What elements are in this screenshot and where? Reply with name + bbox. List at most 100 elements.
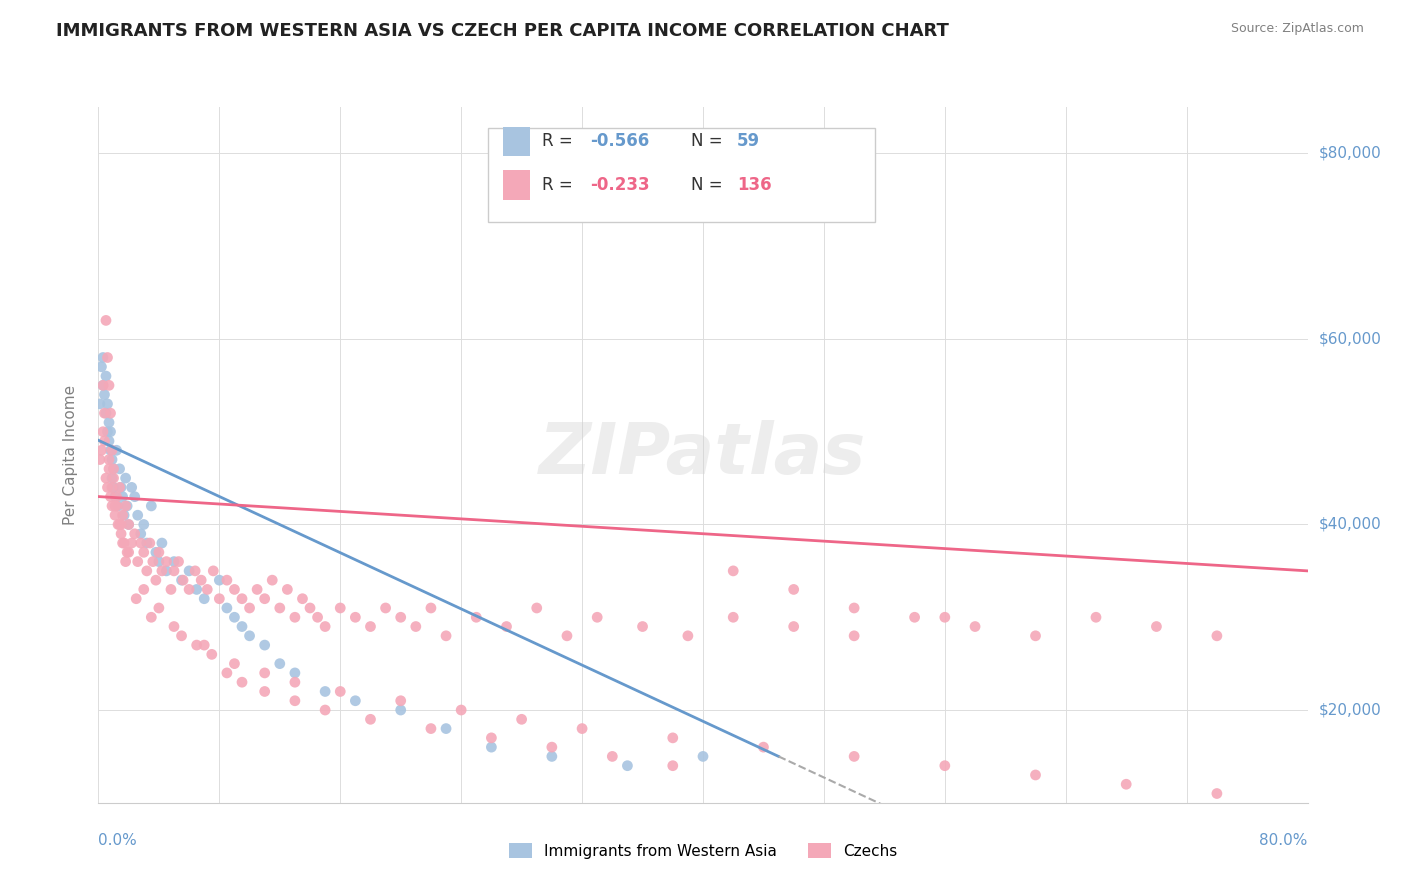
Point: [101, 499, 124, 513]
FancyBboxPatch shape: [503, 127, 530, 156]
Point: [148, 555, 170, 569]
Point: [101, 452, 124, 467]
Point: [231, 675, 253, 690]
Point: [100, 425, 122, 439]
Point: [571, 722, 593, 736]
Point: [96, 480, 118, 494]
Text: 80.0%: 80.0%: [1260, 833, 1308, 848]
Point: [239, 601, 262, 615]
Point: [1206, 629, 1229, 643]
Text: $60,000: $60,000: [1319, 332, 1382, 346]
Point: [419, 722, 441, 736]
Point: [121, 536, 143, 550]
Point: [145, 573, 167, 587]
Point: [129, 526, 152, 541]
Point: [215, 573, 238, 587]
Point: [93, 406, 115, 420]
Point: [616, 758, 638, 772]
Point: [208, 591, 231, 606]
Point: [160, 582, 183, 597]
Point: [98, 452, 121, 467]
Point: [450, 703, 472, 717]
Point: [177, 582, 201, 597]
Point: [419, 601, 441, 615]
Point: [141, 610, 163, 624]
Point: [89, 452, 111, 467]
Point: [269, 657, 291, 671]
Point: [150, 536, 173, 550]
Point: [132, 582, 155, 597]
Point: [374, 601, 396, 615]
Point: [284, 675, 307, 690]
Point: [602, 749, 624, 764]
Point: [114, 471, 136, 485]
Point: [89, 397, 111, 411]
Point: [284, 610, 307, 624]
Point: [965, 619, 987, 633]
Point: [481, 740, 503, 755]
Point: [692, 749, 714, 764]
Point: [269, 601, 291, 615]
Point: [91, 378, 114, 392]
Point: [115, 499, 138, 513]
Point: [163, 619, 186, 633]
Point: [314, 619, 336, 633]
Point: [100, 490, 122, 504]
Text: 59: 59: [737, 132, 761, 150]
Point: [844, 629, 866, 643]
Point: [253, 665, 276, 680]
Point: [90, 359, 112, 374]
Point: [202, 564, 225, 578]
Point: [360, 712, 382, 726]
Point: [142, 555, 165, 569]
Text: N =: N =: [690, 132, 728, 150]
Point: [360, 619, 382, 633]
Point: [135, 536, 157, 550]
Point: [98, 462, 121, 476]
Point: [141, 499, 163, 513]
Point: [148, 545, 170, 559]
Point: [139, 536, 162, 550]
Point: [224, 582, 246, 597]
Point: [96, 397, 118, 411]
Point: [91, 378, 114, 392]
Point: [100, 443, 122, 458]
Point: [246, 582, 269, 597]
Point: [112, 536, 135, 550]
Point: [91, 425, 114, 439]
Point: [314, 703, 336, 717]
Point: [540, 740, 562, 755]
Point: [135, 564, 157, 578]
Point: [93, 387, 115, 401]
Point: [148, 601, 170, 615]
Point: [434, 629, 457, 643]
Point: [276, 582, 298, 597]
Text: IMMIGRANTS FROM WESTERN ASIA VS CZECH PER CAPITA INCOME CORRELATION CHART: IMMIGRANTS FROM WESTERN ASIA VS CZECH PE…: [56, 22, 949, 40]
Point: [676, 629, 699, 643]
Point: [661, 731, 683, 745]
Point: [1206, 787, 1229, 801]
FancyBboxPatch shape: [503, 170, 530, 200]
Point: [262, 573, 284, 587]
Point: [121, 480, 143, 494]
Point: [224, 657, 246, 671]
Point: [98, 416, 121, 430]
Point: [98, 434, 121, 448]
Point: [389, 703, 412, 717]
Point: [93, 434, 115, 448]
Point: [1115, 777, 1137, 791]
Point: [118, 517, 141, 532]
Point: [127, 508, 149, 523]
Point: [193, 591, 215, 606]
Point: [465, 610, 488, 624]
Point: [103, 471, 125, 485]
Point: [253, 638, 276, 652]
Point: [239, 629, 262, 643]
Point: [215, 665, 238, 680]
Point: [108, 480, 131, 494]
Point: [284, 694, 307, 708]
Point: [170, 573, 193, 587]
Point: [112, 508, 135, 523]
Point: [104, 508, 127, 523]
Point: [215, 601, 238, 615]
